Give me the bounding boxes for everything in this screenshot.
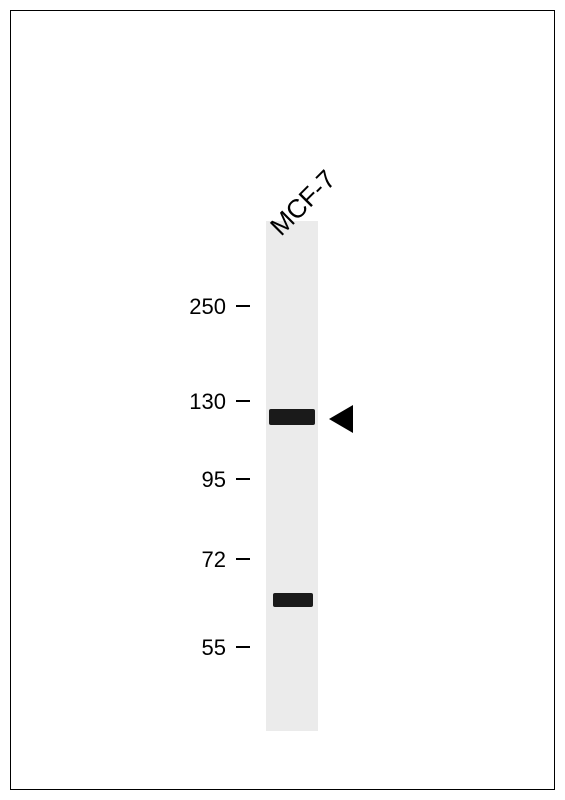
mw-label-95: 95 (166, 467, 226, 493)
blot-frame: MCF-7 250 130 95 72 55 (10, 10, 555, 790)
mw-tick-250 (236, 305, 250, 307)
mw-tick-55 (236, 646, 250, 648)
mw-label-55: 55 (166, 635, 226, 661)
mw-label-130: 130 (166, 389, 226, 415)
band-secondary (273, 593, 313, 607)
lane-strip (266, 221, 318, 731)
mw-tick-72 (236, 558, 250, 560)
target-arrowhead-icon (329, 405, 353, 433)
mw-tick-95 (236, 478, 250, 480)
mw-label-250: 250 (166, 294, 226, 320)
band-target (269, 409, 315, 425)
mw-label-72: 72 (166, 547, 226, 573)
mw-tick-130 (236, 400, 250, 402)
